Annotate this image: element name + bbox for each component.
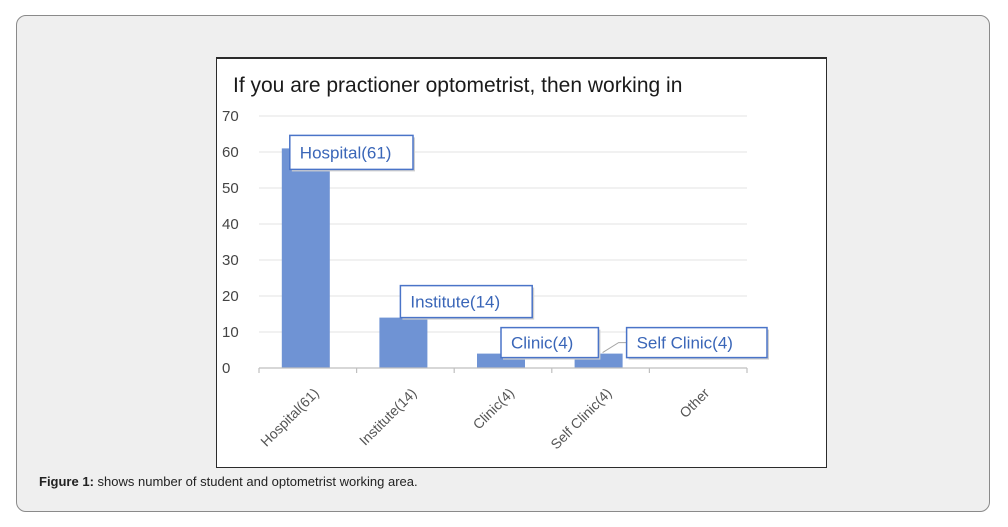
y-tick-label: 50	[222, 180, 239, 197]
data-label: Hospital(61)	[300, 143, 392, 162]
data-label: Self Clinic(4)	[637, 334, 733, 353]
figure-card: If you are practioner optometrist, then …	[16, 15, 990, 512]
caption-prefix: Figure 1:	[39, 474, 94, 489]
data-label-box	[500, 326, 600, 359]
x-tick-label: Self Clinic(4)	[547, 385, 614, 452]
y-tick-label: 70	[222, 108, 239, 125]
data-label-box	[289, 134, 414, 171]
data-label-box	[399, 284, 533, 319]
data-label-box	[625, 326, 768, 359]
y-tick-label: 0	[222, 360, 230, 377]
chart-frame: If you are practioner optometrist, then …	[216, 57, 827, 468]
data-label-leader-line	[602, 342, 627, 354]
x-tick-label: Hospital(61)	[257, 385, 322, 450]
y-tick-label: 20	[222, 288, 239, 305]
data-label: Institute(14)	[410, 293, 500, 312]
bar	[379, 317, 428, 368]
bar-chart: If you are practioner optometrist, then …	[222, 74, 769, 452]
x-tick-label: Institute(14)	[356, 385, 420, 449]
y-tick-label: 40	[222, 216, 239, 233]
data-label: Clinic(4)	[511, 334, 573, 353]
y-tick-label: 10	[222, 324, 239, 341]
y-tick-label: 60	[222, 144, 239, 161]
x-tick-label: Clinic(4)	[470, 385, 518, 433]
chart-title: If you are practioner optometrist, then …	[233, 74, 682, 97]
y-tick-label: 30	[222, 252, 239, 269]
caption-text: shows number of student and optometrist …	[93, 474, 418, 489]
x-tick-label: Other	[676, 385, 712, 421]
bar	[281, 148, 330, 368]
figure-caption: Figure 1: shows number of student and op…	[39, 474, 418, 489]
